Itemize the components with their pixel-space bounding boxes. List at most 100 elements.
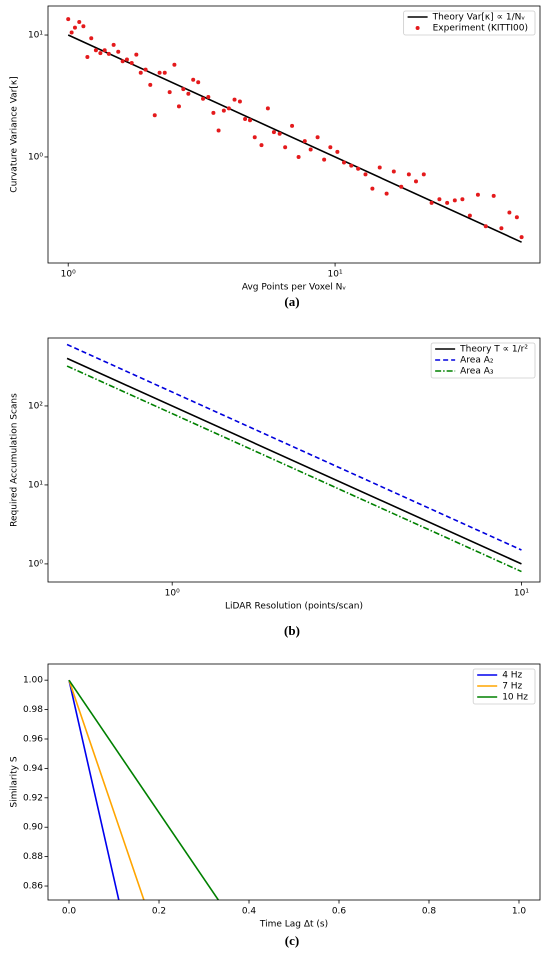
x-tick-label: 0.4	[242, 907, 257, 917]
legend-label: 10 Hz	[502, 693, 528, 703]
data-point	[120, 59, 125, 64]
x-axis-label: LiDAR Resolution (points/scan)	[225, 602, 363, 612]
data-point	[148, 82, 153, 87]
data-point	[290, 123, 295, 128]
data-point	[429, 200, 434, 205]
x-axis-label: Time Lag Δt (s)	[259, 920, 328, 930]
y-axis-label: Curvature Variance Var[κ]	[10, 76, 20, 192]
data-point	[302, 139, 307, 144]
data-point	[211, 110, 216, 115]
data-point	[315, 135, 320, 140]
data-point	[102, 48, 107, 53]
y-axis-label: Required Accumulation Scans	[10, 393, 20, 527]
data-point	[226, 106, 231, 111]
data-point	[72, 25, 77, 30]
caption: (a)	[284, 294, 299, 309]
data-point	[507, 210, 512, 215]
legend-label: Area A₃	[460, 367, 494, 377]
legend-marker	[415, 26, 420, 30]
data-point	[129, 60, 134, 65]
data-point	[467, 213, 472, 218]
x-axis-label: Avg Points per Voxel Nᵥ	[242, 283, 347, 293]
x-tick-label: 10¹	[328, 270, 343, 280]
y-tick-label: 0.88	[23, 852, 43, 862]
legend-label: Theory T ∝ 1/r²	[459, 345, 528, 355]
data-point	[265, 106, 270, 111]
data-point	[221, 108, 226, 113]
legend-label: Experiment (KITTI00)	[433, 24, 528, 34]
data-point	[77, 19, 82, 24]
y-tick-label: 0.92	[23, 793, 43, 803]
data-point	[106, 51, 111, 56]
data-point	[283, 145, 288, 150]
line	[66, 357, 522, 565]
data-point	[152, 113, 157, 118]
line	[66, 365, 522, 573]
data-point	[124, 57, 129, 62]
data-point	[85, 55, 90, 60]
data-point	[232, 97, 237, 102]
y-tick-label: 10¹	[28, 480, 43, 490]
data-point	[176, 104, 181, 109]
data-point	[296, 154, 301, 159]
data-point	[377, 165, 382, 170]
data-point	[69, 30, 74, 35]
data-point	[341, 160, 346, 165]
data-point	[157, 70, 162, 75]
legend-box	[472, 668, 536, 705]
y-tick-label: 0.98	[23, 705, 43, 715]
data-point	[191, 77, 196, 82]
data-point	[201, 96, 206, 101]
data-point	[237, 99, 242, 104]
data-point	[66, 17, 71, 22]
data-point	[172, 62, 177, 67]
data-point	[206, 95, 211, 100]
data-point	[143, 67, 148, 72]
data-point	[452, 198, 457, 203]
data-point	[322, 157, 327, 162]
line	[68, 679, 145, 900]
legend-box	[430, 342, 536, 379]
data-point	[384, 191, 389, 196]
plot-area	[66, 343, 522, 573]
data-point	[167, 90, 172, 95]
data-point	[216, 128, 221, 133]
legend-label: 7 Hz	[502, 682, 522, 692]
axes-frame	[47, 5, 541, 264]
x-tick-label: 10⁰	[61, 270, 76, 280]
data-point	[116, 49, 121, 54]
axes-frame	[47, 663, 541, 901]
data-point	[181, 87, 186, 92]
x-tick-label: 0.2	[152, 907, 166, 917]
data-point	[499, 226, 504, 231]
data-point	[186, 91, 191, 96]
data-point	[335, 149, 340, 154]
y-tick-label: 10¹	[28, 31, 43, 41]
y-tick-label: 10⁰	[28, 559, 43, 569]
data-point	[514, 215, 519, 220]
data-point	[399, 184, 404, 189]
data-point	[363, 172, 368, 177]
legend-label: Theory Var[κ] ∝ 1/Nᵥ	[432, 13, 526, 23]
y-tick-label: 10²	[28, 401, 43, 411]
y-tick-label: 0.96	[23, 734, 43, 744]
line	[68, 679, 220, 900]
data-point	[308, 147, 313, 152]
plot-area	[66, 17, 524, 243]
y-tick-label: 10⁰	[28, 152, 43, 162]
plot-area	[68, 679, 220, 900]
data-point	[89, 36, 94, 41]
y-tick-label: 1.00	[23, 676, 43, 686]
data-point	[111, 42, 116, 47]
caption: (c)	[285, 933, 299, 948]
data-point	[491, 193, 496, 198]
data-point	[138, 70, 143, 75]
data-point	[445, 200, 450, 205]
data-point	[460, 197, 465, 202]
line	[66, 343, 522, 551]
data-point	[248, 118, 253, 123]
y-tick-label: 0.86	[23, 882, 43, 892]
data-point	[328, 145, 333, 150]
caption: (b)	[284, 623, 300, 638]
